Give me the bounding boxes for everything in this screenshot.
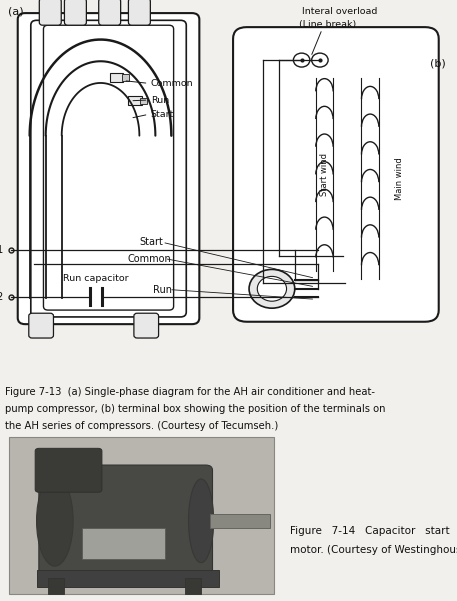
- Circle shape: [249, 269, 295, 308]
- Text: pump compressor, (b) terminal box showing the position of the terminals on: pump compressor, (b) terminal box showin…: [5, 404, 385, 414]
- FancyBboxPatch shape: [29, 313, 53, 338]
- FancyBboxPatch shape: [134, 313, 159, 338]
- Text: the AH series of compressors. (Courtesy of Tecumseh.): the AH series of compressors. (Courtesy …: [5, 421, 278, 431]
- FancyBboxPatch shape: [128, 0, 150, 25]
- Bar: [82, 528, 165, 559]
- Bar: [140, 98, 147, 104]
- Ellipse shape: [189, 479, 214, 563]
- FancyBboxPatch shape: [39, 465, 213, 576]
- Bar: [37, 570, 219, 587]
- Text: Figure   7-14   Capacitor   start: Figure 7-14 Capacitor start: [290, 526, 450, 536]
- FancyBboxPatch shape: [64, 0, 86, 25]
- FancyBboxPatch shape: [18, 13, 199, 324]
- FancyBboxPatch shape: [31, 20, 186, 317]
- Text: Run: Run: [151, 96, 169, 105]
- Circle shape: [293, 53, 310, 67]
- Text: Common: Common: [151, 79, 193, 88]
- Circle shape: [257, 276, 287, 301]
- Bar: [9, 437, 274, 594]
- Text: Interal overload: Interal overload: [302, 7, 377, 16]
- Bar: [110, 73, 123, 82]
- Text: (Line break): (Line break): [299, 20, 356, 29]
- Text: Start: Start: [139, 237, 163, 247]
- Bar: [185, 578, 201, 594]
- Text: (a): (a): [8, 7, 24, 17]
- FancyBboxPatch shape: [43, 25, 174, 310]
- Text: Start: Start: [151, 110, 174, 119]
- Text: motor. (Courtesy of Westinghouse.): motor. (Courtesy of Westinghouse.): [290, 546, 457, 555]
- FancyBboxPatch shape: [39, 0, 61, 25]
- Ellipse shape: [37, 475, 73, 566]
- Text: Figure 7-13  (a) Single-phase diagram for the AH air conditioner and heat-: Figure 7-13 (a) Single-phase diagram for…: [5, 387, 375, 397]
- Text: Run: Run: [153, 284, 172, 294]
- Bar: [48, 578, 64, 594]
- Text: Run capacitor: Run capacitor: [63, 274, 129, 283]
- Text: (b): (b): [430, 58, 445, 68]
- Circle shape: [312, 53, 328, 67]
- FancyBboxPatch shape: [99, 0, 121, 25]
- Bar: [128, 96, 142, 105]
- FancyBboxPatch shape: [233, 27, 439, 322]
- Bar: [210, 514, 270, 528]
- Text: L2: L2: [0, 291, 3, 302]
- Text: Start wind: Start wind: [320, 153, 329, 196]
- Bar: [122, 75, 129, 81]
- Text: Common: Common: [128, 254, 172, 264]
- FancyBboxPatch shape: [35, 448, 102, 492]
- Text: L1: L1: [0, 245, 3, 255]
- Text: Main wind: Main wind: [395, 157, 404, 200]
